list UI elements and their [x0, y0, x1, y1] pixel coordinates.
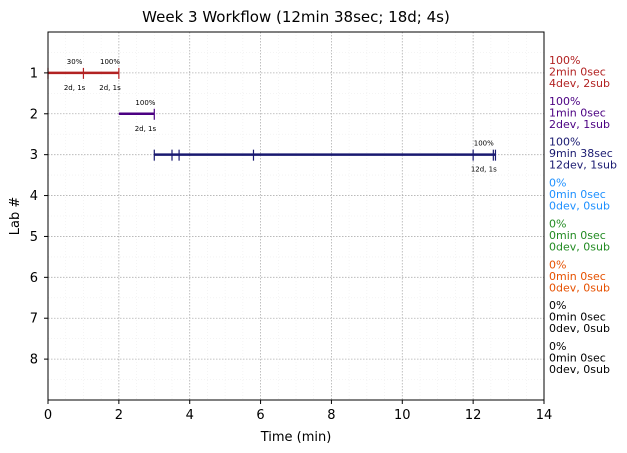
x-axis-ticks: 0 2 4 6 8 10 12 14	[44, 400, 552, 423]
lab-summary-line: 9min 38sec	[549, 147, 613, 160]
lab-summary-line: 2dev, 1sub	[549, 118, 610, 131]
y-tick-label: 6	[30, 271, 38, 286]
x-tick-label: 8	[327, 408, 335, 423]
lab-summary-line: 0%	[549, 177, 566, 190]
lab-summary-line: 0min 0sec	[549, 311, 606, 324]
y-tick-label: 8	[30, 353, 38, 368]
lab-bars: 30% 2d, 1s 100% 2d, 1s 100% 2d, 1s 100% 12d, 1s	[47, 58, 497, 174]
x-tick-label: 14	[536, 408, 553, 423]
lab-1-timeline: 30% 2d, 1s 100% 2d, 1s	[47, 58, 121, 92]
x-axis-label: Time (min)	[260, 430, 332, 445]
lab-summary-line: 0min 0sec	[549, 188, 606, 201]
lab-summary-line: 0dev, 0sub	[549, 200, 610, 213]
lab-summary-line: 12dev, 1sub	[549, 159, 617, 172]
lab-summary-line: 1min 0sec	[549, 106, 606, 119]
lab-summary-line: 0min 0sec	[549, 270, 606, 283]
lab-summary-line: 0dev, 0sub	[549, 281, 610, 294]
lab-summary-line: 0min 0sec	[549, 352, 606, 365]
plot-frame	[47, 31, 545, 401]
lab-summary-line: 100%	[549, 95, 580, 108]
lab-summary-line: 0%	[549, 217, 566, 230]
x-tick-label: 2	[115, 408, 123, 423]
y-tick-label: 2	[30, 107, 38, 122]
lab-summary-line: 0%	[549, 258, 566, 271]
segment-percent-label: 100%	[474, 140, 494, 148]
lab-summary-line: 2min 0sec	[549, 65, 606, 78]
segment-percent-label: 100%	[100, 58, 120, 66]
y-tick-label: 3	[30, 148, 38, 163]
lab-summary-line: 0dev, 0sub	[549, 363, 610, 376]
lab-summary-line: 4dev, 2sub	[549, 77, 610, 90]
segment-percent-label: 100%	[135, 99, 155, 107]
segment-stat-label: 2d, 1s	[99, 84, 121, 92]
x-tick-label: 10	[394, 408, 411, 423]
lab-summary-line: 0dev, 0sub	[549, 240, 610, 253]
x-tick-label: 4	[186, 408, 194, 423]
x-tick-label: 12	[465, 408, 482, 423]
segment-percent-label: 30%	[67, 58, 83, 66]
grid-lines	[47, 32, 545, 400]
x-tick-label: 0	[44, 408, 52, 423]
segment-stat-label: 12d, 1s	[471, 166, 497, 174]
y-axis-label: Lab #	[8, 197, 23, 236]
segment-stat-label: 2d, 1s	[64, 84, 86, 92]
lab-summary-line: 0min 0sec	[549, 229, 606, 242]
lab-3-timeline: 100% 12d, 1s	[153, 140, 497, 174]
y-tick-label: 7	[30, 312, 38, 327]
segment-stat-label: 2d, 1s	[135, 125, 157, 133]
lab-summary-line: 100%	[549, 136, 580, 149]
y-tick-label: 5	[30, 230, 38, 245]
lab-summary-line: 0dev, 0sub	[549, 322, 610, 335]
lab-2-timeline: 100% 2d, 1s	[118, 99, 157, 133]
lab-summary-line: 0%	[549, 340, 566, 353]
x-tick-label: 6	[256, 408, 264, 423]
lab-summary-line: 100%	[549, 54, 580, 67]
y-axis-ticks: 1 2 3 4 5 6 7 8	[30, 66, 48, 368]
y-tick-label: 1	[30, 66, 38, 81]
chart-title: Week 3 Workflow (12min 38sec; 18d; 4s)	[142, 8, 450, 26]
lab-summary-line: 0%	[549, 299, 566, 312]
y-tick-label: 4	[30, 189, 38, 204]
